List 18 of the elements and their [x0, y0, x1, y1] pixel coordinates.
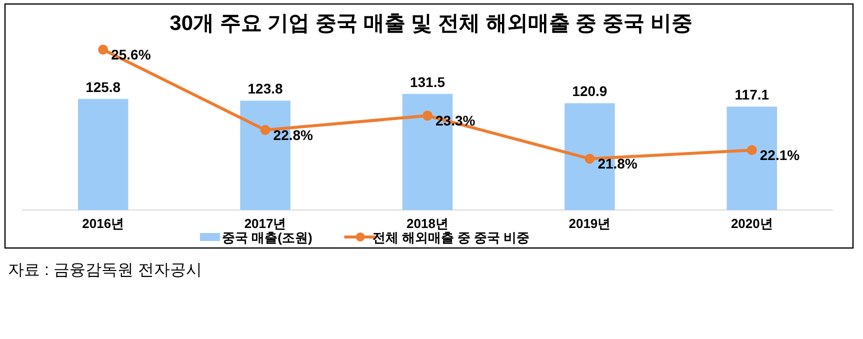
legend-label: 전체 해외매출 중 중국 비중 [372, 230, 530, 245]
x-tick-label: 2020년 [730, 216, 773, 231]
data-label: 21.8% [598, 156, 638, 172]
x-tick-label: 2018년 [406, 216, 448, 231]
data-label: 25.6% [111, 46, 152, 63]
text: 자료 : 금융감독원 전자공시 [8, 262, 202, 279]
data-label: 125.8 [86, 78, 121, 95]
data-label: 22.8% [273, 127, 314, 144]
x-tick-label: 2017년 [244, 216, 286, 231]
data-label: 123.8 [248, 80, 284, 97]
title: 30개 주요 기업 중국 매출 및 전체 해외매출 중 중국 비중 [170, 12, 692, 35]
data-label: 22.1% [760, 147, 800, 164]
x-tick-label: 2016년 [82, 216, 124, 231]
data-label: 131.5 [410, 74, 446, 90]
x-tick-label: 2019년 [568, 216, 611, 231]
data-label: 117.1 [734, 86, 770, 103]
data-label: 120.9 [572, 83, 608, 100]
legend-label: 중국 매출(조원) [222, 230, 312, 245]
